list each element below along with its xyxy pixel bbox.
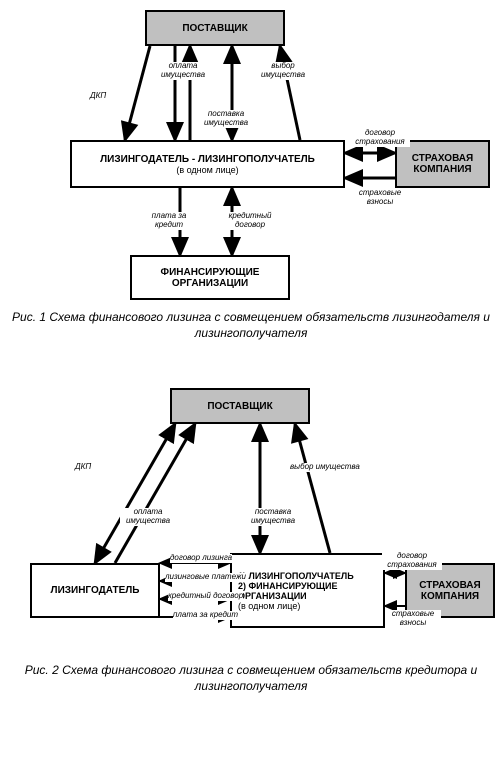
edge-dkp-2: ДКП [75,463,91,472]
lessor-box-2: ЛИЗИНГОДАТЕЛЬ [30,563,160,618]
figure-1: ПОСТАВЩИК ЛИЗИНГОДАТЕЛЬ - ЛИЗИНГОПОЛУЧАТ… [0,0,502,345]
lessee-line2: 2) ФИНАНСИРУЮЩИЕ [238,581,338,591]
lessor-lessee-sublabel: (в одном лице) [176,165,238,175]
supplier-label-2: ПОСТАВЩИК [207,401,272,412]
edge-ins-pay-2: страховые взносы [385,610,441,628]
edge-pay-prop-2: оплата имущества [120,508,176,526]
insurer-label-2: СТРАХОВАЯ КОМПАНИЯ [407,580,493,602]
edge-deliver-1: поставка имущества [198,110,254,128]
edge-deliver-2: поставка имущества [245,508,301,526]
edge-ins-pay-1: страховые взносы [352,189,408,207]
edge-dkp-1: ДКП [90,92,106,101]
supplier-box: ПОСТАВЩИК [145,10,285,46]
edge-lease-pay-2: лизинговые платежи [165,573,246,582]
edge-credit-pay-1: плата за кредит [145,212,193,230]
edge-choose-1: выбор имущества [255,62,311,80]
figure-1-caption: Рис. 1 Схема финансового лизинга с совме… [0,310,502,341]
lessee-financer-box-2: 1) ЛИЗИНГОПОЛУЧАТЕЛЬ 2) ФИНАНСИРУЮЩИЕ ОР… [230,553,385,628]
lessee-sublabel: (в одном лице) [238,601,300,611]
figure-2-caption: Рис. 2 Схема финансового лизинга с совме… [0,663,502,694]
lessee-line1: 1) ЛИЗИНГОПОЛУЧАТЕЛЬ [238,571,354,581]
supplier-label: ПОСТАВЩИК [182,23,247,34]
edge-lease-contract-2: договор лизинга [170,554,232,563]
insurer-box: СТРАХОВАЯ КОМПАНИЯ [395,140,490,188]
edge-credit-contract-2: кредитный договор [168,592,243,601]
edge-pay-prop-1: оплата имущества [155,62,211,80]
lessor-lessee-box: ЛИЗИНГОДАТЕЛЬ - ЛИЗИНГОПОЛУЧАТЕЛЬ (в одн… [70,140,345,188]
lessor-lessee-label: ЛИЗИНГОДАТЕЛЬ - ЛИЗИНГОПОЛУЧАТЕЛЬ [100,154,315,165]
edge-credit-pay-2: плата за кредит [173,611,238,620]
edge-ins-contract-1: договор страхования [350,129,410,147]
financer-box: ФИНАНСИРУЮЩИЕ ОРГАНИЗАЦИИ [130,255,290,300]
financer-label: ФИНАНСИРУЮЩИЕ ОРГАНИЗАЦИИ [132,267,288,289]
lessee-line3: ОРГАНИЗАЦИИ [238,591,307,601]
edge-ins-contract-2: договор страхования [382,552,442,570]
edge-choose-2: выбор имущества [290,463,360,472]
insurer-label: СТРАХОВАЯ КОМПАНИЯ [397,153,488,175]
supplier-box-2: ПОСТАВЩИК [170,388,310,424]
edge-credit-contract-1: кредитный договор [222,212,278,230]
lessor-label-2: ЛИЗИНГОДАТЕЛЬ [51,585,140,596]
figure-2: ПОСТАВЩИК ЛИЗИНГОДАТЕЛЬ 1) ЛИЗИНГОПОЛУЧА… [0,378,502,753]
